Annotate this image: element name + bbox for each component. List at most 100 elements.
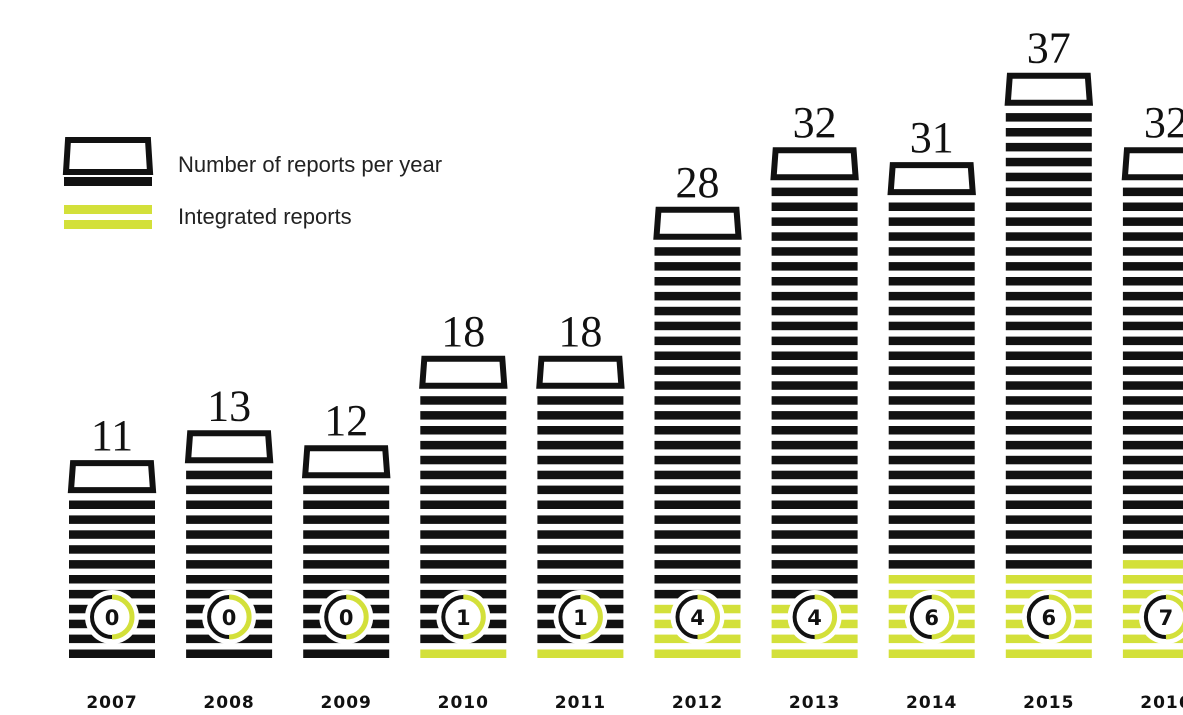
stripe [888, 440, 975, 450]
stripe [771, 277, 858, 286]
badge-label: 4 [690, 606, 705, 630]
stripe [1005, 336, 1092, 346]
tray [184, 430, 274, 464]
stripe [1005, 291, 1092, 301]
x-tick-label: 2012 [672, 693, 723, 713]
x-tick-label: 2009 [321, 693, 372, 713]
stripe [303, 500, 390, 509]
stripe [1005, 530, 1092, 539]
stripe [654, 440, 741, 450]
x-tick-label: 2014 [906, 693, 957, 713]
stripe [771, 336, 858, 346]
stripe [1122, 217, 1183, 226]
stripe [420, 500, 507, 509]
x-tick-label: 2010 [438, 693, 489, 713]
stripe [303, 560, 390, 569]
stripe [1005, 247, 1092, 256]
stripe [654, 277, 741, 286]
tray [419, 355, 508, 389]
value-label: 32 [1144, 98, 1183, 147]
badge-label: 4 [807, 606, 822, 630]
stripe [771, 202, 858, 211]
stripe [771, 515, 858, 524]
stripe [420, 455, 507, 465]
stripe [303, 575, 390, 584]
stripe [303, 545, 390, 554]
badge-label: 0 [339, 606, 354, 630]
stripe [420, 515, 507, 524]
tray [301, 445, 391, 479]
stripe [420, 426, 507, 435]
legend-icon [64, 220, 152, 229]
stripe [1005, 217, 1092, 226]
stripe [69, 545, 155, 554]
stripe [69, 649, 155, 658]
stripe [654, 411, 741, 420]
badge-label: 1 [573, 606, 588, 630]
stripe [1005, 545, 1092, 554]
stripe [1005, 381, 1092, 390]
stripe [771, 575, 858, 584]
x-tick-label: 2016 [1140, 693, 1183, 713]
stripe [420, 396, 507, 405]
tray [887, 162, 976, 196]
stripe [888, 351, 975, 360]
badge-ring [228, 594, 252, 640]
stripe [771, 351, 858, 360]
legend-icon [64, 205, 152, 214]
stripe [186, 515, 273, 524]
stripe [1005, 351, 1092, 360]
stripe [888, 455, 975, 465]
badge-ring [1165, 594, 1183, 640]
stripe [420, 411, 507, 420]
badge-ring [814, 594, 838, 640]
stripe [303, 649, 390, 658]
stripe [1122, 426, 1183, 435]
stripe [771, 560, 858, 569]
stripe [1122, 202, 1183, 211]
stripe [420, 485, 507, 495]
value-label: 31 [910, 113, 954, 162]
x-tick-label: 2007 [86, 693, 137, 713]
stripe [654, 366, 741, 375]
stripe [654, 426, 741, 435]
badge-label: 0 [105, 606, 120, 630]
badge-label: 6 [924, 606, 939, 630]
stripe [1005, 500, 1092, 509]
stripe [1122, 396, 1183, 405]
stripe [537, 545, 624, 554]
stripe [420, 470, 507, 480]
stripe [537, 649, 624, 658]
stripe [1005, 262, 1092, 271]
stripe [771, 649, 858, 658]
stripe [1005, 157, 1092, 167]
stripe [537, 396, 624, 405]
stripe [654, 515, 741, 524]
stripe [186, 485, 273, 495]
stripe [771, 232, 858, 241]
stripe [1122, 411, 1183, 420]
tray [1121, 147, 1183, 181]
stripe [771, 381, 858, 390]
value-label: 18 [558, 307, 602, 356]
stripe [1005, 366, 1092, 375]
stripe [888, 515, 975, 524]
stripe [771, 500, 858, 509]
stripe [771, 411, 858, 420]
stripe [1122, 455, 1183, 465]
stripe [186, 530, 273, 539]
stripe [1005, 142, 1092, 152]
stripe [537, 470, 624, 480]
stripe [888, 336, 975, 346]
stripe [69, 560, 155, 569]
x-tick-label: 2015 [1023, 693, 1074, 713]
tray [653, 206, 742, 240]
stripe [69, 530, 155, 539]
stripe [654, 396, 741, 405]
stripe [420, 649, 507, 658]
stripe [420, 545, 507, 554]
stripe [537, 530, 624, 539]
stripe [654, 291, 741, 301]
stripe [1122, 575, 1183, 584]
